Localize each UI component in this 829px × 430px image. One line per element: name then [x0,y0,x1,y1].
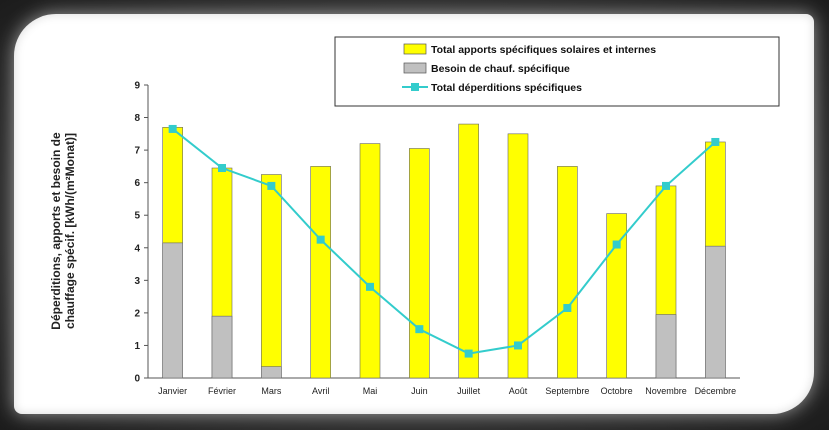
bar-total-apports [507,133,529,379]
y-tick-label: 9 [134,81,140,92]
y-tick-label: 5 [134,211,140,222]
y-axis-title-line1: Déperditions, apports et besoin de [49,132,63,330]
x-tick-label: Juin [411,386,428,396]
y-tick-label: 3 [134,276,140,287]
x-tick-label: Septembre [545,386,589,396]
x-tick-label: Juillet [457,386,481,396]
bar-besoin-chauffage [162,242,183,379]
legend-entry-deperditions-label: Total déperditions spécifiques [431,82,582,94]
bar-besoin-chauffage [655,314,677,379]
y-tick-label: 8 [134,113,140,124]
line-point-deperditions [662,181,670,190]
bar-total-apports [409,148,430,379]
bar-total-apports [359,143,381,379]
line-point-deperditions [711,137,720,146]
y-tick-label: 1 [134,341,140,352]
legend-entry-apports-swatch [403,43,427,55]
legend-entry-besoin-label: Besoin de chauf. spécifique [431,63,570,75]
chart: Total apports spécifiques solaires et in… [49,36,780,396]
x-tick-label: Novembre [645,386,687,396]
x-tick-label: Octobre [601,386,633,396]
line-point-deperditions [168,124,177,133]
x-tick-label: Janvier [158,386,187,396]
chart-card: Total apports spécifiques solaires et in… [14,14,814,414]
line-point-deperditions [267,181,276,190]
bar-besoin-chauffage [211,315,233,379]
x-tick-label: Mai [363,386,378,396]
line-point-deperditions [514,341,522,350]
bar-total-apports [310,166,331,379]
line-point-deperditions [415,325,424,334]
x-tick-label: Août [509,386,528,396]
bar-total-apports [606,213,627,379]
bar-besoin-chauffage [261,366,282,379]
y-tick-label: 4 [134,243,140,254]
line-point-deperditions [563,304,572,313]
line-point-deperditions [612,240,621,249]
y-axis-title-line2: chauffage spécif. [kWh/(m²Monat)] [63,133,77,329]
line-point-deperditions [366,282,374,291]
y-tick-label: 2 [134,308,140,319]
legend-entry-apports-label: Total apports spécifiques solaires et in… [431,44,656,56]
legend: Total apports spécifiques solaires et in… [334,36,780,107]
line-point-deperditions [218,164,226,173]
y-tick-label: 6 [134,178,140,189]
x-tick-label: Février [208,386,236,396]
x-tick-label: Décembre [695,386,737,396]
line-total-deperditions [172,128,716,355]
x-tick-label: Avril [312,386,329,396]
legend-entry-deperditions-swatch-marker [411,83,419,91]
line-point-deperditions [464,349,473,358]
legend-entry-besoin-swatch [403,62,427,74]
bar-total-apports [261,174,282,379]
bar-total-apports [458,123,479,379]
bar-besoin-chauffage [705,245,726,379]
line-point-deperditions [316,235,325,244]
bar-total-apports [557,166,578,379]
y-tick-label: 7 [134,146,140,157]
y-tick-label: 0 [134,374,140,385]
x-tick-label: Mars [261,386,281,396]
